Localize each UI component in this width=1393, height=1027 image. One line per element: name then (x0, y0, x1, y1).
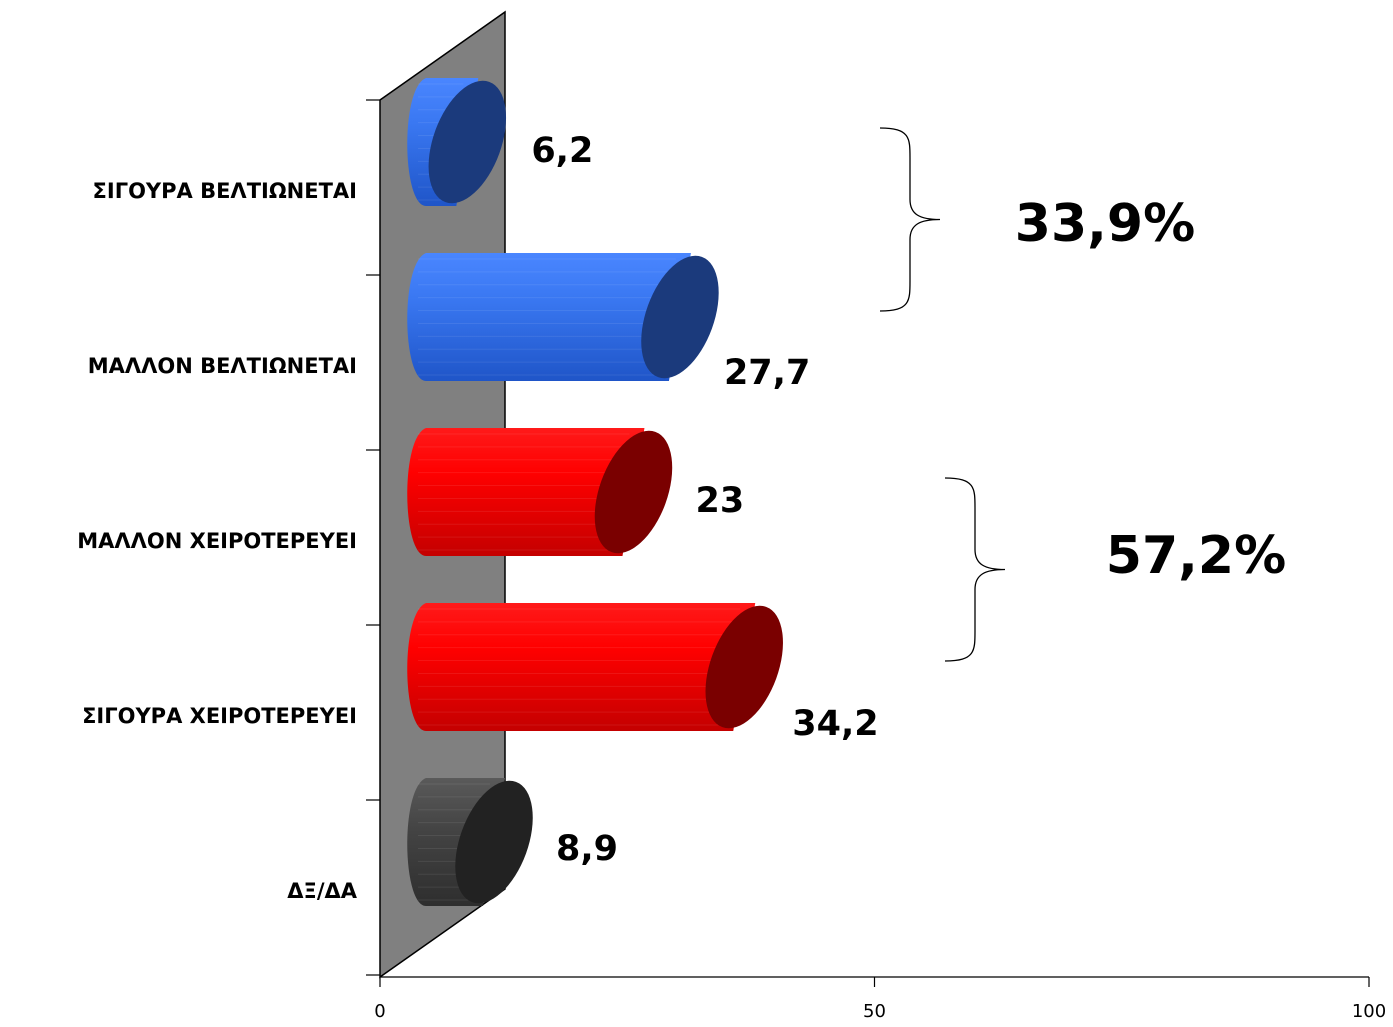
category-label: ΔΞ/ΔΑ (287, 879, 357, 903)
group-total-label: 57,2% (1106, 526, 1286, 586)
value-label: 8,9 (556, 829, 618, 869)
bar-body (407, 428, 645, 556)
value-label: 23 (695, 481, 744, 521)
category-label: ΣΙΓΟΥΡΑ ΧΕΙΡΟΤΕΡΕΥΕΙ (82, 704, 357, 728)
bar (407, 78, 507, 206)
bar-body (407, 603, 756, 731)
bar-end-cap (455, 780, 533, 904)
group-brace (944, 477, 1006, 662)
group-total-label: 33,9% (1015, 194, 1195, 254)
category-label: ΣΙΓΟΥΡΑ ΒΕΛΤΙΩΝΕΤΑΙ (93, 179, 357, 203)
bar-end-cap (594, 430, 673, 554)
bar (407, 778, 533, 906)
bar-end-cap (705, 605, 783, 729)
x-tick-label: 50 (863, 1001, 886, 1022)
bar-end-cap (428, 80, 507, 204)
bar (407, 428, 673, 556)
category-label: ΜΑΛΛΟΝ ΒΕΛΤΙΩΝΕΤΑΙ (88, 354, 357, 378)
category-label: ΜΑΛΛΟΝ ΧΕΙΡΟΤΕΡΕΥΕΙ (77, 529, 357, 553)
value-label: 34,2 (792, 704, 878, 744)
value-label: 27,7 (724, 353, 810, 393)
x-tick-label: 0 (374, 1001, 385, 1022)
x-tick-label: 100 (1352, 1001, 1386, 1022)
value-label: 6,2 (531, 131, 593, 171)
bar-end-cap (641, 255, 719, 379)
group-brace (879, 127, 941, 312)
bar (407, 253, 719, 381)
bar (407, 603, 783, 731)
bar-body (407, 253, 691, 381)
